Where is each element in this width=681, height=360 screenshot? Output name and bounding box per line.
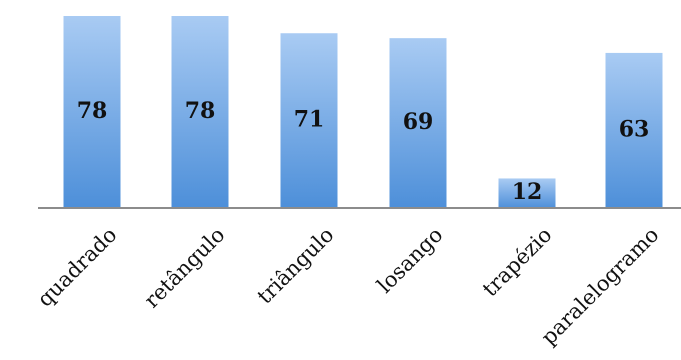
bar-retângulo (171, 16, 229, 208)
category-labels-group: quadrado retângulo triângulo losango trapézi… (33, 223, 664, 350)
bar-value-label: 78 (185, 98, 216, 124)
bar-paralelogramo (605, 52, 663, 208)
category-label: triângulo (253, 223, 339, 309)
category-label: trapézio (478, 223, 557, 302)
category-label: quadrado (33, 223, 122, 312)
bar-triângulo (280, 33, 338, 208)
bar-quadrado (63, 16, 121, 208)
bar-value-label: 12 (512, 179, 543, 205)
bar-value-label: 63 (619, 116, 650, 142)
bars-group: 78 78 71 69 12 63 (63, 16, 663, 209)
bar-value-label: 69 (403, 109, 434, 135)
category-label: losango (372, 223, 447, 298)
category-label: paralelogramo (537, 223, 664, 350)
bar-value-label: 71 (294, 107, 325, 133)
category-label: retângulo (140, 223, 230, 313)
bar-trapézio (498, 178, 556, 208)
bar-value-label: 78 (77, 98, 108, 124)
bar-losango (389, 38, 447, 209)
